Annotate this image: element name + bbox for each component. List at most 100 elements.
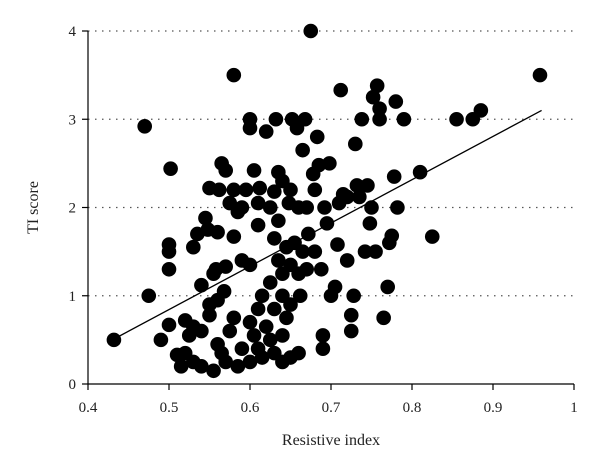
data-point [388,94,404,109]
data-point [295,244,310,259]
data-points [106,23,548,379]
data-point [254,288,270,304]
data-point [252,180,268,196]
data-point [390,200,405,215]
data-point [396,111,412,127]
data-point [153,332,169,348]
y-tick-label: 3 [69,112,77,128]
data-point [246,328,262,343]
data-point [258,319,274,334]
data-point [376,310,391,326]
trend-line [111,109,542,341]
data-point [307,244,323,259]
y-ticks: 0 1 2 3 4 [69,24,88,393]
data-point [218,354,233,370]
data-point [163,161,178,176]
data-point [380,279,396,295]
data-point [161,237,177,252]
data-point [250,217,266,233]
data-point [357,244,373,259]
data-point [271,213,286,229]
data-point [268,111,284,127]
data-point [372,111,387,127]
data-point [352,189,367,205]
data-point [226,67,242,83]
data-point [246,163,262,178]
y-tick-label: 0 [69,377,77,393]
data-point [226,310,242,326]
data-point [238,182,254,198]
data-point [218,163,233,178]
data-point [173,359,189,374]
data-point [250,301,266,317]
data-point [279,310,294,326]
data-point [303,23,319,39]
data-point [275,328,290,343]
data-point [267,231,282,246]
data-point [262,200,278,215]
data-point [234,341,250,357]
data-point [327,279,343,295]
data-point [250,195,266,211]
data-point [283,182,298,198]
data-point [202,307,217,323]
data-point [242,314,258,330]
data-point [348,136,363,152]
data-point [161,317,177,333]
data-point [271,253,286,268]
data-point [368,244,383,259]
data-point [141,288,157,304]
data-point [262,332,278,348]
data-point [315,341,331,357]
data-point [198,210,213,226]
data-point [369,78,385,94]
data-point [295,142,310,158]
data-point [473,103,489,118]
data-point [230,359,246,374]
data-point [299,200,315,215]
data-point [292,288,308,304]
data-point [364,200,379,215]
data-point [532,67,548,83]
data-point [362,216,378,231]
data-point [372,101,387,116]
x-tick-label: 1 [570,400,578,416]
data-point [346,288,361,304]
data-point [206,363,221,379]
data-point [267,301,282,317]
data-point [330,237,345,252]
data-point [384,228,400,244]
data-point [242,257,258,273]
data-point [386,169,402,184]
data-point [218,259,233,274]
data-point [194,359,209,374]
data-point [291,345,306,361]
data-point [258,124,274,139]
data-point [216,284,232,299]
data-point [315,328,331,343]
y-tick-label: 4 [69,24,77,40]
data-point [339,189,355,205]
x-ticks: 0.4 0.5 0.6 0.7 0.8 0.9 1 [79,384,578,416]
x-tick-label: 0.9 [484,400,503,416]
data-point [242,111,258,127]
data-point [299,261,315,277]
data-point [106,332,122,348]
y-tick-label: 2 [69,201,77,217]
data-point [333,82,349,98]
data-point [339,253,355,268]
x-tick-label: 0.8 [403,400,422,416]
data-point [297,111,313,127]
y-axis-title: TI score [25,181,42,234]
data-point [354,111,370,127]
data-point [307,182,323,198]
data-point [412,164,428,180]
data-point [343,323,359,339]
data-point [313,261,329,277]
data-point [222,323,238,339]
data-point [211,182,227,198]
x-tick-label: 0.5 [160,400,179,416]
data-point [301,226,316,242]
data-point [449,111,464,127]
